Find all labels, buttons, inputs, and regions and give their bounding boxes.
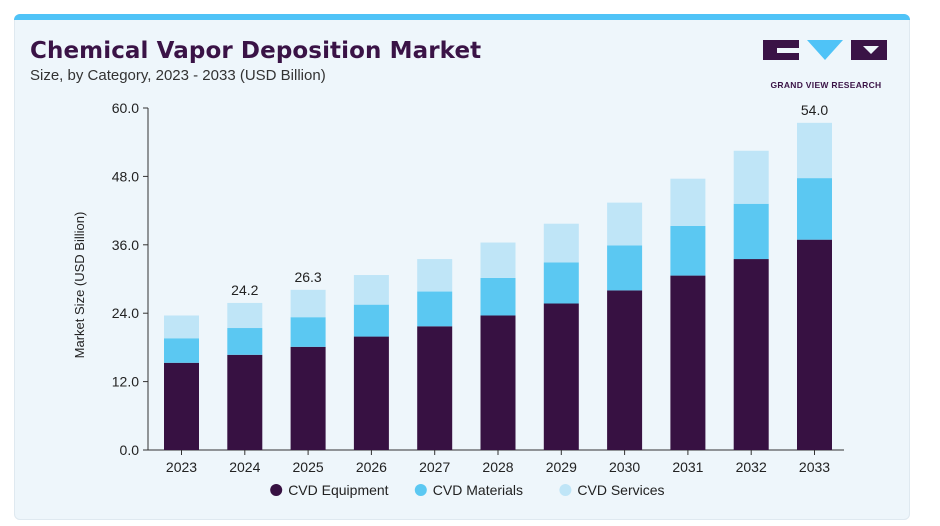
logo-text: GRAND VIEW RESEARCH: [770, 80, 882, 90]
legend-item-cvd-equipment: CVD Equipment: [270, 482, 389, 498]
x-tick-label: 2023: [166, 459, 197, 475]
x-tick-label: 2024: [229, 459, 260, 475]
legend-label: CVD Materials: [433, 482, 523, 498]
legend-swatch: [414, 484, 427, 496]
logo-mark-icon: [763, 40, 887, 60]
data-label: 54.0: [801, 102, 828, 118]
bar-segment-cvd-equipment: [417, 326, 453, 450]
bar-segment-cvd-services: [164, 315, 199, 339]
bar-segment-cvd-services: [227, 302, 263, 329]
bar-segment-cvd-equipment: [670, 275, 706, 450]
bar-segment-cvd-services: [543, 223, 579, 263]
bar-segment-cvd-equipment: [733, 259, 769, 450]
legend-item-cvd-materials: CVD Materials: [414, 482, 523, 498]
chart-subtitle: Size, by Category, 2023 - 2033 (USD Bill…: [30, 67, 326, 84]
y-tick-label: 36.0: [112, 237, 139, 253]
grand-view-research-logo: GRAND VIEW RESEARCH: [763, 40, 889, 90]
x-tick-label: 2033: [799, 459, 830, 475]
legend-swatch: [270, 484, 283, 496]
bar-segment-cvd-equipment: [353, 336, 389, 450]
y-axis-title: Market Size (USD Billion): [72, 212, 87, 359]
bar-segment-cvd-services: [607, 202, 643, 246]
bar-segment-cvd-materials: [353, 304, 389, 337]
legend-swatch: [559, 484, 572, 496]
y-tick-label: 12.0: [112, 374, 139, 390]
bar-segment-cvd-services: [733, 150, 769, 204]
legend-item-cvd-services: CVD Services: [559, 482, 665, 498]
bar-segment-cvd-materials: [543, 262, 579, 304]
bar-segment-cvd-services: [353, 275, 389, 305]
y-tick-label: 24.0: [112, 305, 139, 321]
x-tick-label: 2025: [293, 459, 324, 475]
bar-segment-cvd-services: [290, 289, 326, 318]
bar-segment-cvd-materials: [417, 291, 453, 327]
bar-segment-cvd-materials: [670, 225, 706, 276]
x-tick-label: 2030: [609, 459, 640, 475]
bar-segment-cvd-services: [797, 122, 832, 179]
bar-segment-cvd-materials: [797, 178, 832, 240]
bar-segment-cvd-services: [417, 259, 453, 292]
bar-segment-cvd-materials: [227, 328, 263, 355]
legend-label: CVD Services: [577, 482, 664, 498]
bar-segment-cvd-materials: [733, 203, 769, 260]
data-label: 26.3: [294, 269, 321, 285]
bar-segment-cvd-materials: [164, 338, 199, 363]
bar-segment-cvd-equipment: [290, 346, 326, 450]
chart-title: Chemical Vapor Deposition Market: [30, 38, 482, 64]
x-tick-label: 2028: [482, 459, 513, 475]
data-label: 24.2: [231, 282, 258, 298]
bar-segment-cvd-equipment: [543, 303, 579, 450]
x-tick-label: 2026: [356, 459, 387, 475]
bar-segment-cvd-materials: [290, 317, 326, 347]
accent-bar: [14, 14, 910, 20]
y-tick-label: 48.0: [112, 168, 139, 184]
bar-segment-cvd-services: [670, 178, 706, 226]
x-tick-label: 2029: [546, 459, 577, 475]
x-tick-label: 2032: [736, 459, 767, 475]
bar-segment-cvd-materials: [607, 245, 643, 291]
bar-segment-cvd-services: [480, 242, 516, 278]
bar-segment-cvd-equipment: [480, 315, 516, 450]
legend-label: CVD Equipment: [288, 482, 388, 498]
bar-segment-cvd-equipment: [227, 354, 263, 450]
stacked-bar-chart: 0.0 12.0 24.0 36.0 48.0 60.0 Market Size (USD …: [72, 100, 844, 498]
x-tick-label: 2027: [419, 459, 450, 475]
y-tick-label: 0.0: [120, 442, 140, 458]
bar-segment-cvd-equipment: [164, 362, 199, 450]
bar-segment-cvd-equipment: [797, 239, 832, 450]
chart-card: Chemical Vapor Deposition Market Size, b…: [14, 14, 910, 520]
bar-segment-cvd-equipment: [607, 290, 643, 450]
y-tick-label: 60.0: [112, 100, 139, 116]
x-tick-label: 2031: [672, 459, 703, 475]
bar-segment-cvd-materials: [480, 277, 516, 316]
